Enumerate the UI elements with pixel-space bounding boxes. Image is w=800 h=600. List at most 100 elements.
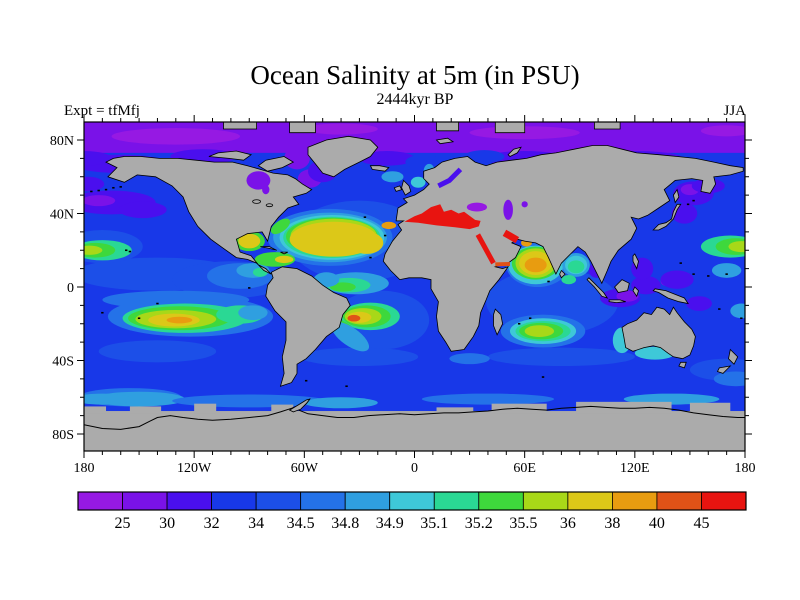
island-speck xyxy=(528,317,532,320)
colorbar-segment xyxy=(300,491,346,511)
colorbar-boundary-label: 35.1 xyxy=(420,515,448,532)
page-subtitle: 2444kyr BP xyxy=(377,91,454,108)
landmass xyxy=(257,156,295,172)
x-axis-tick-label: 60W xyxy=(291,461,319,476)
salinity-region xyxy=(111,128,241,145)
colorbar-boundary-label: 45 xyxy=(693,515,709,532)
hudson-bay xyxy=(246,171,271,190)
colorbar-frame xyxy=(77,491,747,511)
landmass xyxy=(614,279,630,293)
salinity-region xyxy=(359,151,415,166)
colorbar-segment xyxy=(255,491,302,511)
colorbar-segment xyxy=(567,491,613,511)
salinity-region xyxy=(84,176,105,192)
landmass xyxy=(369,165,390,172)
island-speck xyxy=(304,379,308,382)
salinity-region xyxy=(331,321,370,352)
colorbar-segment xyxy=(77,491,123,511)
salinity-region xyxy=(567,260,585,274)
x-axis-tick-label: 180 xyxy=(74,461,95,476)
salinity-region xyxy=(300,347,419,367)
james-bay xyxy=(262,185,270,195)
island-speck xyxy=(517,322,521,325)
world-salinity-map xyxy=(84,122,745,451)
colorbar-segment xyxy=(389,491,435,511)
colorbar-segment xyxy=(166,491,212,511)
colorbar-segment xyxy=(656,491,702,511)
y-axis-tick-label: 80N xyxy=(50,134,74,149)
colorbar-segment xyxy=(522,491,569,511)
landmass xyxy=(260,246,277,251)
colorbar-boundary-label: 25 xyxy=(115,515,131,532)
salinity-colorbar: 25 30 32 34 34.5 34.8 34.9 35.1 35.2 35.5 36 38 40 45 xyxy=(77,491,747,532)
island-speck xyxy=(369,256,372,259)
island-speck xyxy=(125,249,128,252)
mediterranean-sea xyxy=(404,204,481,230)
salinity-region xyxy=(405,154,443,170)
island-speck xyxy=(679,262,682,264)
landmass xyxy=(652,203,682,231)
great-lakes xyxy=(265,203,274,208)
salinity-region xyxy=(623,393,720,405)
colorbar-segment xyxy=(122,491,168,511)
colorbar-segment xyxy=(612,491,658,511)
salinity-region xyxy=(487,347,635,367)
salinity-region xyxy=(238,233,261,249)
colorbar-boundary-label: 32 xyxy=(204,515,220,532)
colorbar-boundary-label: 40 xyxy=(649,515,665,532)
landmass xyxy=(652,288,689,305)
colorbar-segment xyxy=(433,491,480,511)
salinity-region xyxy=(304,123,378,135)
salinity-region xyxy=(238,305,268,321)
landmass xyxy=(678,361,687,369)
island-speck xyxy=(718,308,721,310)
x-axis-tick-label: 0 xyxy=(411,461,418,476)
island-speck xyxy=(137,317,141,320)
black-sea xyxy=(466,202,488,212)
y-axis-tick-label: 80S xyxy=(52,428,74,443)
landmass xyxy=(208,150,253,161)
colorbar-segment xyxy=(211,491,257,511)
baltic-sea xyxy=(437,167,463,189)
colorbar-segment xyxy=(701,491,747,511)
island-speck xyxy=(345,385,348,388)
salinity-region xyxy=(166,316,193,324)
landmass xyxy=(672,188,680,204)
island-speck xyxy=(90,190,93,193)
salinity-region xyxy=(381,221,397,230)
salinity-region xyxy=(84,393,132,405)
salinity-region xyxy=(660,270,694,289)
landmass xyxy=(586,277,609,299)
salinity-region xyxy=(410,176,426,188)
colorbar-segment xyxy=(344,491,391,511)
salinity-region xyxy=(616,290,639,302)
island-speck xyxy=(686,203,690,206)
salinity-region xyxy=(711,263,742,278)
island-speck xyxy=(97,189,100,192)
landmass xyxy=(223,122,258,130)
landmass xyxy=(307,135,379,178)
salinity-region xyxy=(700,125,745,137)
island-speck xyxy=(363,216,367,218)
colorbar-boundary-label: 36 xyxy=(560,515,576,532)
antarctica-mask-block xyxy=(436,407,474,414)
landmass xyxy=(621,306,696,360)
salinity-region xyxy=(561,275,577,285)
colorbar-boundary-label: 34 xyxy=(248,515,264,532)
landmass xyxy=(401,179,412,196)
y-axis-tick-label: 0 xyxy=(67,281,74,296)
island-speck xyxy=(547,280,550,283)
colorbar-boundary-label: 34.8 xyxy=(331,515,359,532)
landmass xyxy=(382,145,744,352)
x-axis-tick-label: 180 xyxy=(735,461,756,476)
salinity-region xyxy=(524,325,555,337)
island-speck xyxy=(112,186,115,189)
salinity-region xyxy=(274,255,294,264)
salinity-region xyxy=(713,371,745,387)
red-sea xyxy=(475,233,496,265)
antarctica-mask-block xyxy=(129,406,162,414)
salinity-region xyxy=(464,150,505,163)
landmass xyxy=(507,146,522,157)
landmass xyxy=(594,122,621,130)
landmass xyxy=(716,365,732,374)
